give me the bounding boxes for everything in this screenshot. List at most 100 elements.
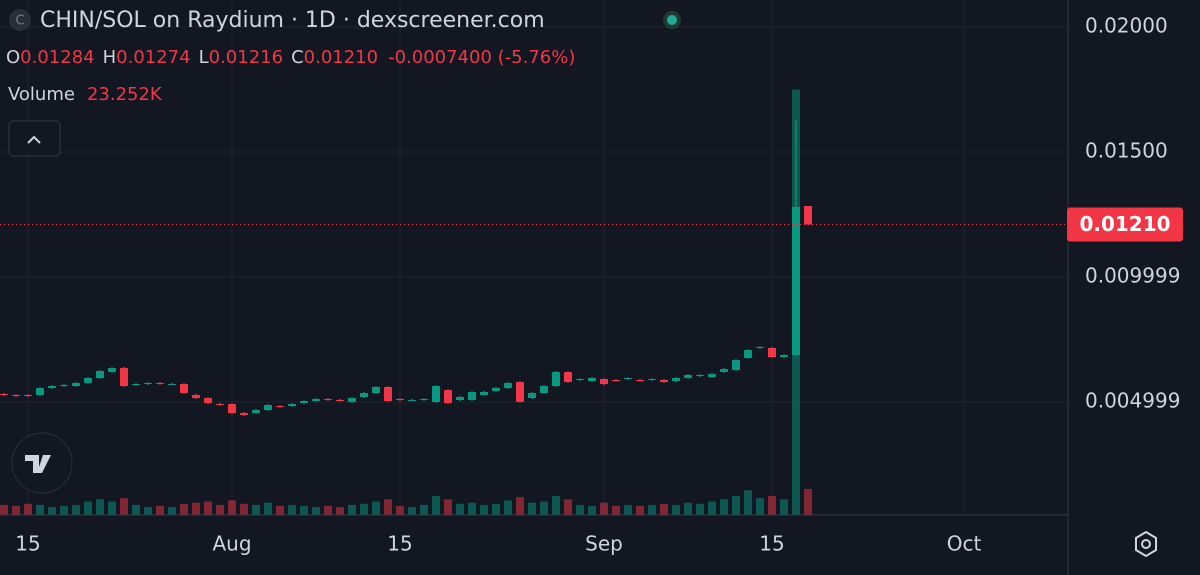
volume-bar <box>624 504 632 515</box>
candle-body <box>324 399 332 400</box>
volume-bar <box>660 503 668 515</box>
volume-bar <box>408 507 416 515</box>
y-tick-label: 0.02000 <box>1085 14 1168 38</box>
candle-body <box>600 379 608 384</box>
candle-body <box>156 383 164 384</box>
volume-bar <box>192 502 200 515</box>
volume-value: 23.252K <box>87 84 163 105</box>
candle-body <box>336 400 344 401</box>
volume-bar <box>180 503 188 515</box>
volume-bar <box>516 497 524 515</box>
volume-bar <box>60 506 68 515</box>
candle-body <box>216 404 224 405</box>
x-tick-label: Aug <box>212 532 251 556</box>
volume-bar <box>372 501 380 515</box>
volume-bar <box>216 504 224 515</box>
volume-bar <box>24 503 32 515</box>
x-tick-label: Oct <box>947 532 982 556</box>
volume-bar <box>72 504 80 515</box>
candle-body <box>564 372 572 382</box>
candle-body <box>732 360 740 370</box>
volume-bar <box>168 507 176 515</box>
candle-body <box>480 392 488 395</box>
volume-bar <box>348 504 356 515</box>
chart-title: CHIN/SOL on Raydium · 1D · dexscreener.c… <box>40 8 545 33</box>
symbol-logo-text: C <box>15 14 24 29</box>
candle-body <box>612 380 620 381</box>
ohlc-key: L <box>199 47 209 68</box>
ohlc-value: 0.01284 <box>20 47 94 68</box>
settings-button[interactable] <box>1135 530 1157 558</box>
candle-body <box>744 350 752 358</box>
candle-body <box>492 388 500 391</box>
candle-body <box>756 347 764 348</box>
volume-bar <box>432 495 440 515</box>
volume-bar <box>120 498 128 515</box>
x-tick-label: Sep <box>585 532 623 556</box>
ohlc-key: H <box>103 47 117 68</box>
volume-legend: Volume 23.252K <box>8 84 163 105</box>
volume-bar <box>12 506 20 515</box>
collapse-icon[interactable] <box>27 135 41 144</box>
volume-bar <box>744 490 752 515</box>
volume-bar <box>36 504 44 515</box>
candle-body <box>264 405 272 410</box>
candle-body <box>240 413 248 415</box>
candle-body <box>84 378 92 383</box>
candle-body <box>384 387 392 401</box>
x-tick-label: 15 <box>759 532 784 556</box>
candle-body <box>720 369 728 372</box>
candle-body <box>180 384 188 393</box>
volume-bar <box>708 501 716 515</box>
volume-bar <box>300 506 308 515</box>
candle-body <box>288 404 296 406</box>
last-price: 0.01210 <box>0 207 1183 242</box>
tv-logo[interactable] <box>11 432 73 494</box>
volume-bar <box>636 506 644 515</box>
volume-bar <box>156 506 164 515</box>
volume-bar <box>360 503 368 515</box>
candle-body <box>420 399 428 400</box>
volume-bar <box>132 504 140 515</box>
candle-body <box>456 397 464 400</box>
volume-bar <box>576 504 584 515</box>
candle-body <box>780 355 788 357</box>
volume-bar <box>768 495 776 515</box>
volume-bar <box>0 504 8 515</box>
candle-body <box>708 374 716 377</box>
candle-layer <box>0 120 812 416</box>
volume-bar <box>612 506 620 515</box>
volume-bar <box>528 502 536 515</box>
candle-body <box>648 379 656 380</box>
candle-body <box>96 371 104 378</box>
y-tick-label: 0.004999 <box>1085 389 1180 413</box>
candle-body <box>396 399 404 400</box>
volume-bar <box>552 495 560 515</box>
settings-icon-center[interactable] <box>1141 539 1151 549</box>
volume-bar <box>648 504 656 515</box>
candle-body <box>408 400 416 401</box>
collapse-button[interactable] <box>8 120 61 157</box>
candle-body <box>72 383 80 386</box>
volume-bar <box>780 499 788 515</box>
volume-bar <box>324 506 332 515</box>
volume-bar <box>684 502 692 515</box>
candle-body <box>0 394 8 395</box>
axes: 0.02000 0.01500 0.009999 0.004999 15 Aug 15 Sep… <box>15 14 1180 556</box>
tv-logo-dot <box>42 456 48 462</box>
candle-body <box>624 378 632 379</box>
candle-body <box>204 398 212 403</box>
settings-icon[interactable] <box>1135 530 1157 558</box>
volume-bar <box>504 500 512 515</box>
candle-body <box>432 386 440 402</box>
candle-body <box>660 380 668 382</box>
volume-bar <box>420 504 428 515</box>
volume-bar <box>804 488 812 515</box>
candle-body <box>504 383 512 388</box>
candle-body <box>672 378 680 381</box>
volume-label: Volume <box>8 84 75 105</box>
volume-bar <box>444 499 452 515</box>
volume-bar <box>336 507 344 515</box>
